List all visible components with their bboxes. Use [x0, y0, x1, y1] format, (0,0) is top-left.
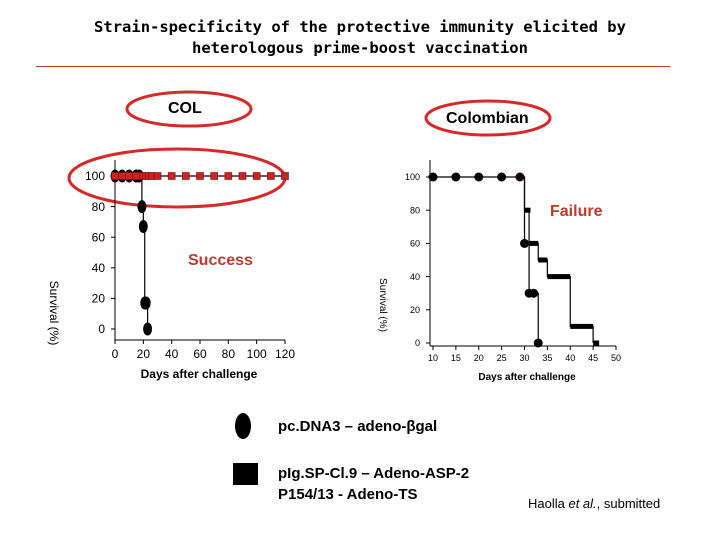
colombian-series-0-point [533, 338, 543, 348]
col-xtick-label: 80 [222, 347, 236, 361]
col-survival-plot: 0 20 40 60 80 100 0 20 40 60 80 100 120 Days after … [47, 160, 295, 381]
citation: Haolla et al., submitted [528, 496, 660, 511]
col-series-1-point [125, 172, 133, 180]
success-label: Success [188, 252, 253, 269]
colombian-ytick-label: 20 [410, 305, 420, 315]
colombian-series-1-point [524, 207, 531, 213]
slide-title-line-1: Strain-specificity of the protective imm… [94, 18, 626, 36]
colombian-series-1-point [538, 257, 548, 263]
col-label-highlight [125, 90, 253, 128]
col-series-1-point [210, 172, 218, 180]
colombian-series-1-point [529, 240, 539, 246]
colombian-series-1-line [519, 176, 594, 343]
legend-vaccinated-label-line-1: pIg.SP-Cl.9 – Adeno-ASP-2 [278, 465, 470, 482]
col-strain-label: COL [168, 100, 202, 117]
col-series-0-point [143, 322, 153, 336]
colombian-series-1-point [593, 340, 600, 346]
colombian-xtick-label: 40 [565, 353, 575, 363]
col-x-axis-label: Days after challenge [141, 367, 258, 381]
colombian-series-0-point [529, 288, 539, 298]
colombian-series-0-line [433, 176, 539, 343]
col-xtick-label: 120 [275, 347, 295, 361]
col-series-1-point [267, 172, 275, 180]
legend-square-marker [233, 463, 258, 485]
colombian-xtick-label: 50 [611, 353, 621, 363]
title-divider [36, 66, 670, 67]
citation-etal: et al. [568, 496, 597, 511]
col-series-1-point [118, 172, 126, 180]
col-xtick-label: 40 [165, 347, 179, 361]
colombian-xtick-label: 20 [474, 353, 484, 363]
citation-status: , submitted [596, 496, 661, 511]
colombian-xtick-label: 25 [497, 353, 507, 363]
col-xtick-label: 0 [112, 347, 119, 361]
col-series-1-point [132, 172, 141, 180]
colombian-ytick-label: 100 [405, 172, 420, 182]
colombian-series-0-point [497, 172, 507, 182]
colombian-survival-plot: 0 20 40 60 80 100 10 15 20 25 30 35 40 45 50 Days aft… [377, 160, 621, 383]
colombian-series-0-point [451, 172, 461, 182]
col-ytick-label: 20 [92, 292, 106, 306]
slide-title-line-2: heterologous prime-boost vaccination [192, 39, 528, 57]
colombian-strain-label: Colombian [446, 110, 529, 127]
colombian-series-1-point [547, 274, 571, 280]
col-ytick-label: 60 [92, 230, 106, 244]
col-ytick-label: 100 [85, 169, 105, 183]
colombian-label-highlight [424, 99, 552, 137]
col-series-0-point [138, 219, 148, 233]
colombian-ytick-label: 80 [410, 205, 420, 215]
colombian-xtick-label: 15 [451, 353, 461, 363]
col-series-1-point [238, 172, 247, 180]
col-xtick-label: 100 [247, 347, 267, 361]
col-y-axis-label: Survival (%) [47, 281, 61, 346]
col-series-1-point [111, 172, 119, 180]
col-series-1-point [182, 172, 190, 180]
col-series-0-point [137, 200, 147, 214]
col-series-1-point [153, 172, 162, 180]
colombian-series-1-point [570, 323, 594, 329]
legend-oval-marker [235, 413, 251, 439]
col-series-1-point [224, 172, 233, 180]
col-ytick-label: 0 [98, 322, 105, 336]
colombian-ytick-label: 40 [410, 272, 420, 282]
col-ytick-label: 80 [92, 200, 106, 214]
colombian-x-axis-label: Days after challenge [478, 372, 576, 383]
col-series-1-point [281, 172, 289, 180]
colombian-xtick-label: 10 [428, 353, 438, 363]
legend-control-label: pc.DNA3 – adeno-βgal [278, 418, 438, 435]
col-xtick-label: 20 [137, 347, 151, 361]
col-ytick-label: 40 [92, 261, 106, 275]
colombian-series-1-point [516, 173, 524, 181]
col-series-1-point [252, 172, 261, 180]
failure-label: Failure [550, 203, 603, 220]
legend-vaccinated-label-line-2: P154/13 - Adeno-TS [278, 486, 418, 503]
col-series-0-point [141, 296, 151, 310]
colombian-y-axis-label: Survival (%) [377, 278, 388, 332]
colombian-series-0-point [428, 172, 438, 182]
colombian-series-0-point [474, 172, 484, 182]
colombian-xtick-label: 45 [588, 353, 598, 363]
colombian-series-0-point [520, 238, 529, 248]
col-xtick-label: 60 [193, 347, 207, 361]
citation-author: Haolla [528, 496, 569, 511]
colombian-ytick-label: 60 [410, 239, 420, 249]
colombian-ytick-label: 0 [415, 338, 420, 348]
col-series-1-point [196, 172, 204, 180]
col-series-1-point [167, 172, 176, 180]
colombian-xtick-label: 35 [542, 353, 552, 363]
colombian-xtick-label: 30 [519, 353, 529, 363]
